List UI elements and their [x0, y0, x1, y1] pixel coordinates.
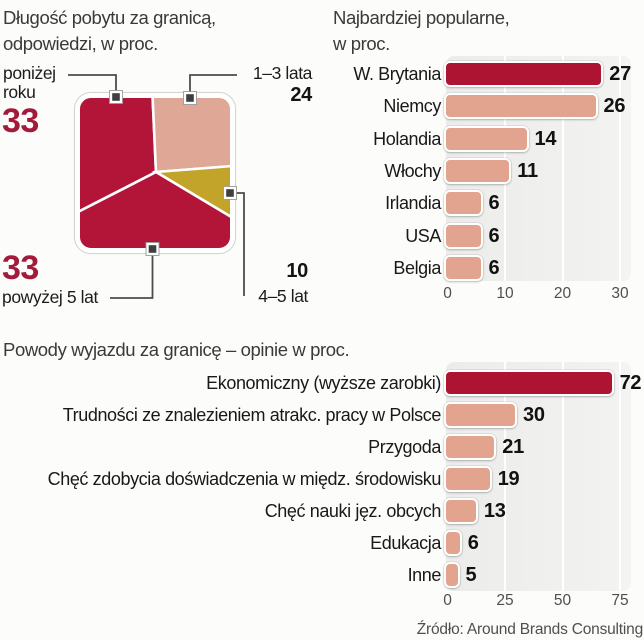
bar-label: Trudności ze znalezieniem atrakc. pracy …	[62, 404, 442, 425]
axis-tick-label: 0	[443, 285, 452, 302]
axis-tick-label: 25	[496, 591, 514, 609]
bar	[444, 190, 483, 217]
popular-title-line2: w proc.	[333, 32, 390, 54]
bar-value: 27	[609, 63, 631, 85]
bar	[444, 369, 614, 396]
axis-tick-label: 10	[496, 285, 514, 302]
bar	[444, 497, 478, 524]
axis-tick-label: 30	[611, 285, 629, 302]
bar-label: Chęć zdobycia doświadczenia w międz. śro…	[47, 468, 442, 489]
callout-text: roku	[3, 81, 36, 102]
bar-value: 11	[517, 159, 538, 182]
axis-tick-label: 20	[553, 285, 572, 302]
popular-chart-title: Najbardziej popularne, w proc.	[333, 5, 510, 56]
pie-value-powyzej-5-lat: 33	[2, 249, 39, 287]
pie-value-ponizej-roku: 33	[2, 102, 39, 140]
pie-title-line2: odpowiedzi, w proc.	[3, 32, 158, 54]
bar-value: 21	[502, 435, 524, 458]
bar-value: 6	[467, 531, 479, 554]
bar-value: 6	[488, 224, 500, 247]
pie-callout-powyzej-5-lat: powyżej 5 lat	[2, 287, 98, 307]
axis-tick-label: 75	[611, 591, 629, 609]
bar-label: Niemcy	[383, 96, 441, 117]
bar-label: Irlandia	[385, 193, 441, 214]
bar	[444, 61, 604, 87]
pie-callout-ponizej-roku: poniżej roku	[3, 64, 56, 101]
bar	[444, 222, 483, 249]
gridline	[619, 56, 621, 281]
bar-value: 13	[483, 499, 506, 522]
bar-label: Holandia	[373, 128, 441, 149]
bar-label: Włochy	[384, 160, 441, 181]
bar-label: USA	[405, 225, 441, 246]
bar-label: Ekonomiczny (wyższe zarobki)	[206, 372, 441, 393]
bar	[444, 157, 512, 184]
bar-value: 19	[497, 467, 520, 490]
bar-value: 14	[534, 127, 557, 150]
bar	[444, 529, 462, 556]
callout-text: poniżej	[3, 63, 56, 83]
reasons-title-line1: Powody wyjazdu za granicę – opinie w pro…	[3, 339, 350, 360]
bar-label: Inne	[407, 564, 442, 585]
gridline	[619, 362, 621, 591]
bar-value: 6	[488, 192, 500, 215]
bar	[444, 254, 483, 281]
bar-label: Chęć nauki jęz. obcych	[264, 500, 442, 521]
bar-label: Przygoda	[368, 436, 441, 457]
pie-value-4-5-lat: 10	[286, 260, 308, 282]
bar	[444, 125, 529, 152]
gridline	[561, 362, 564, 591]
bar	[444, 401, 517, 428]
bar-value: 72	[619, 371, 642, 394]
bar-value: 5	[465, 563, 477, 586]
pie-callout-4-5-lat: 4–5 lat	[258, 286, 308, 306]
pie-callout-1-3-lata: 1–3 lata	[252, 63, 312, 83]
bar-value: 6	[488, 256, 500, 279]
bar-label: W. Brytania	[353, 64, 441, 84]
gridline	[561, 56, 564, 281]
reasons-chart-title: Powody wyjazdu za granicę – opinie w pro…	[3, 337, 350, 363]
gridline	[504, 362, 506, 591]
pie-chart-title: Długość pobytu za granicą, odpowiedzi, w…	[3, 5, 216, 56]
axis-tick-label: 50	[553, 591, 572, 609]
bar-label: Edukacja	[370, 532, 441, 553]
bar-label: Belgia	[393, 257, 441, 278]
bar	[444, 433, 497, 460]
pie-value-1-3-lata: 24	[290, 84, 312, 106]
bar-value: 26	[603, 95, 626, 118]
bar	[444, 561, 460, 588]
popular-title-line1: Najbardziej popularne,	[333, 7, 510, 28]
source-credit: Źródło: Around Brands Consulting	[416, 621, 643, 638]
bar	[444, 93, 598, 120]
pie-title-line1: Długość pobytu za granicą,	[3, 7, 216, 28]
bar-value: 30	[523, 403, 545, 426]
bar	[444, 465, 492, 492]
axis-tick-label: 0	[443, 591, 452, 609]
